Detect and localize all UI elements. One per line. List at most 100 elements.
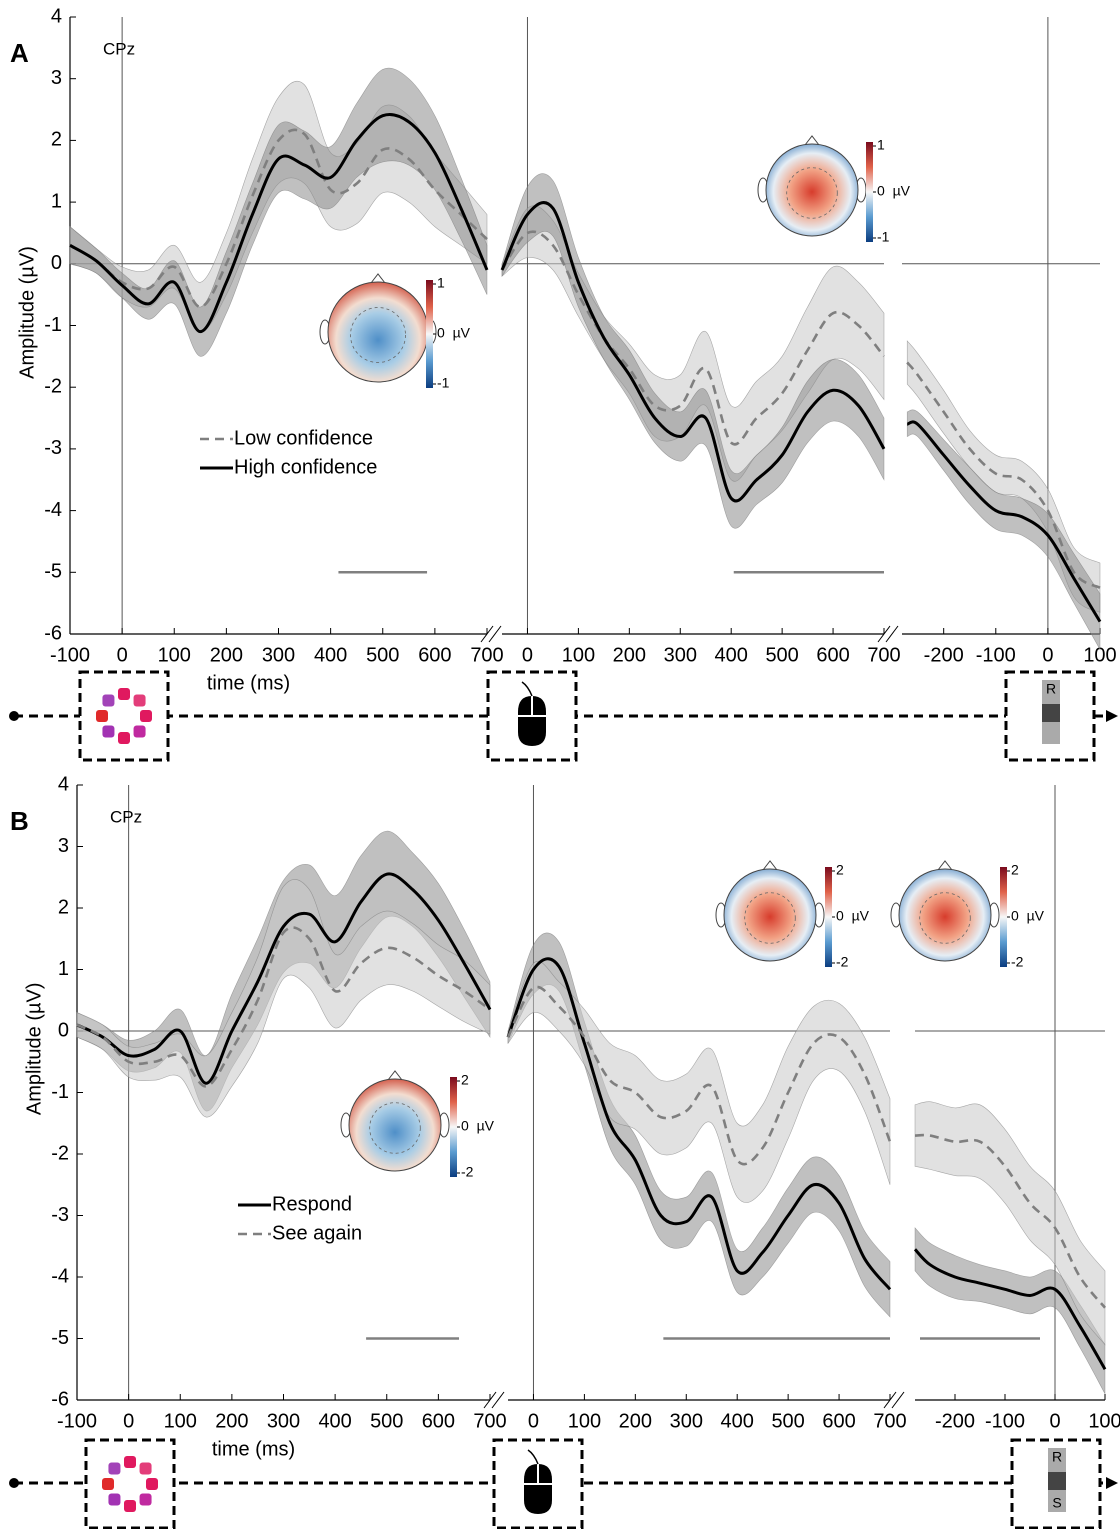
stimulus-item <box>140 710 152 722</box>
topomap <box>766 144 858 236</box>
y-tick-label: 2 <box>51 129 62 151</box>
y-tick-label: -4 <box>51 1265 69 1287</box>
x-tick-label: 200 <box>613 644 646 666</box>
timeline-arrow <box>1106 1477 1118 1489</box>
stimulus-item <box>108 1462 120 1474</box>
colorbar-label: 1 <box>877 137 885 153</box>
timeline-arrow <box>1106 710 1118 722</box>
x-tick-label: -100 <box>57 1410 97 1432</box>
y-tick-label: 4 <box>58 773 69 795</box>
colorbar-label: 0 µV <box>1011 908 1045 924</box>
response-label: R <box>1052 1449 1062 1465</box>
y-tick-label: -3 <box>44 437 62 459</box>
colorbar-label: -2 <box>1011 954 1024 970</box>
stimulus-item <box>140 1462 152 1474</box>
stimulus-item <box>102 1478 114 1490</box>
x-tick-label: 100 <box>568 1410 601 1432</box>
x-tick-label: 200 <box>210 644 243 666</box>
x-tick-label: -200 <box>935 1410 975 1432</box>
y-tick-label: -1 <box>51 1081 69 1103</box>
stimulus-item <box>102 726 114 738</box>
colorbar-label: 0 µV <box>437 325 471 341</box>
x-tick-label: 0 <box>528 1410 539 1432</box>
topomap <box>899 869 991 961</box>
x-tick-label: 300 <box>262 644 295 666</box>
colorbar <box>866 142 873 242</box>
stimulus-item <box>124 1500 136 1512</box>
channel-label: CPz <box>110 807 142 826</box>
x-tick-label: 400 <box>314 644 347 666</box>
colorbar-label: -2 <box>836 954 849 970</box>
stimulus-item <box>118 688 130 700</box>
colorbar-label: -2 <box>461 1164 474 1180</box>
channel-label: CPz <box>103 39 135 58</box>
y-tick-label: -6 <box>51 1388 69 1410</box>
y-tick-label: -3 <box>51 1204 69 1226</box>
topomap <box>328 282 428 382</box>
y-tick-label: 2 <box>58 896 69 918</box>
x-tick-label: 0 <box>123 1410 134 1432</box>
colorbar-label: 1 <box>437 275 445 291</box>
stimulus-item <box>134 694 146 706</box>
x-tick-label: 600 <box>418 644 451 666</box>
colorbar-label: 0 µV <box>836 908 870 924</box>
x-tick-label: -100 <box>50 644 90 666</box>
y-tick-label: 1 <box>58 958 69 980</box>
y-tick-label: -1 <box>44 314 62 336</box>
response-marker <box>1042 704 1060 722</box>
response-marker <box>1048 1472 1066 1490</box>
panel-label: A <box>10 38 29 68</box>
stimulus-item <box>108 1494 120 1506</box>
stimulus-item <box>134 726 146 738</box>
x-tick-label: 600 <box>422 1410 455 1432</box>
response-label: R <box>1046 681 1056 697</box>
stimulus-item <box>140 1494 152 1506</box>
ci-band <box>508 961 890 1202</box>
x-tick-label: 300 <box>670 1410 703 1432</box>
colorbar-label: 2 <box>1011 862 1019 878</box>
event-box <box>80 672 168 760</box>
x-tick-label: 0 <box>1049 1410 1060 1432</box>
y-axis-label: Amplitude (µV) <box>16 246 38 379</box>
y-tick-label: -2 <box>51 1142 69 1164</box>
x-tick-label: 500 <box>366 644 399 666</box>
x-tick-label: 0 <box>117 644 128 666</box>
y-tick-label: -2 <box>44 375 62 397</box>
x-tick-label: 0 <box>1042 644 1053 666</box>
colorbar-label: 2 <box>461 1072 469 1088</box>
x-tick-label: 700 <box>473 1410 506 1432</box>
y-tick-label: 3 <box>51 67 62 89</box>
colorbar <box>450 1077 457 1177</box>
x-tick-label: -100 <box>976 644 1016 666</box>
y-tick-label: -5 <box>44 561 62 583</box>
legend-label: High confidence <box>234 456 377 478</box>
colorbar <box>825 867 832 967</box>
stimulus-item <box>118 732 130 744</box>
x-tick-label: -200 <box>924 644 964 666</box>
response-label: S <box>1052 1495 1061 1511</box>
y-tick-label: -6 <box>44 622 62 644</box>
x-tick-label: 100 <box>164 1410 197 1432</box>
y-axis-label: Amplitude (µV) <box>23 982 45 1115</box>
legend-label: Respond <box>272 1193 352 1215</box>
x-axis-label: time (ms) <box>212 1438 295 1460</box>
x-tick-label: 700 <box>470 644 503 666</box>
x-axis-label: time (ms) <box>207 672 290 694</box>
event-box <box>86 1440 174 1528</box>
x-tick-label: 0 <box>522 644 533 666</box>
y-tick-label: 0 <box>51 252 62 274</box>
x-tick-label: 600 <box>822 1410 855 1432</box>
y-tick-label: -4 <box>44 499 62 521</box>
legend-label: Low confidence <box>234 427 373 449</box>
x-tick-label: 100 <box>158 644 191 666</box>
stimulus-item <box>96 710 108 722</box>
x-tick-label: 400 <box>721 1410 754 1432</box>
topomap <box>349 1079 441 1171</box>
colorbar-label: -1 <box>877 229 890 245</box>
x-tick-label: 100 <box>1088 1410 1120 1432</box>
figure: -6-5-4-3-2-101234-1000100200300400500600… <box>0 0 1120 1529</box>
stimulus-item <box>146 1478 158 1490</box>
colorbar-label: 0 µV <box>877 183 911 199</box>
stimulus-item <box>102 694 114 706</box>
y-tick-label: 1 <box>51 190 62 212</box>
